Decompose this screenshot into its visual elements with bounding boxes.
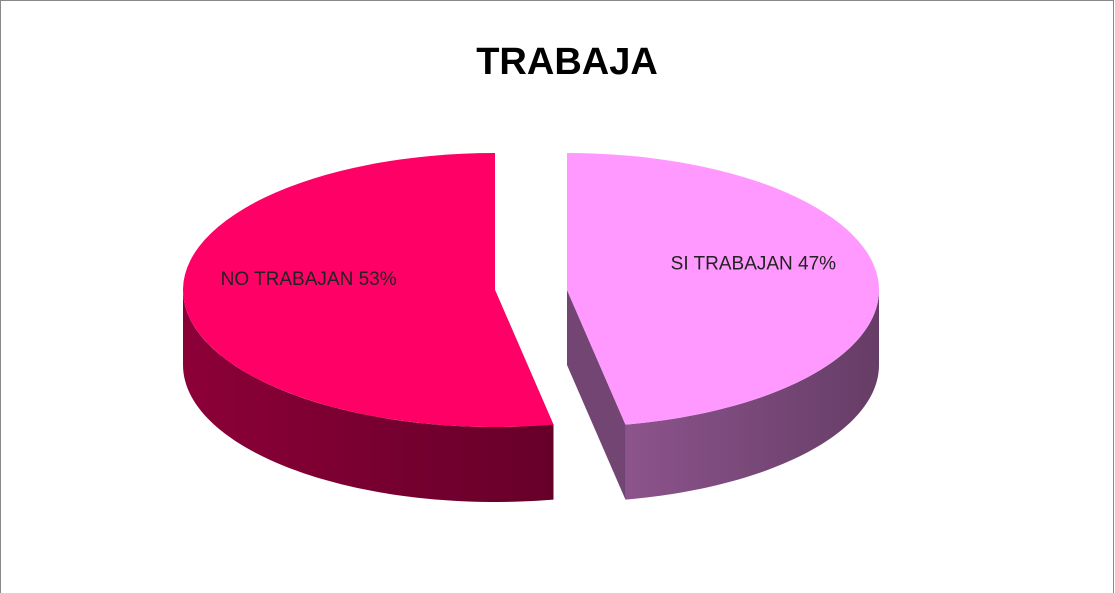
slice-top	[567, 153, 880, 425]
slice-side	[625, 290, 879, 500]
data-label: SI TRABAJAN 47%	[671, 253, 837, 274]
slice-cut-face	[567, 290, 626, 500]
data-label: NO TRABAJAN 53%	[221, 269, 397, 290]
pie-slice	[567, 153, 880, 500]
chart-title: TRABAJA	[476, 41, 658, 83]
slice-side	[183, 290, 554, 502]
slice-top	[183, 153, 554, 428]
pie-slice	[183, 153, 554, 502]
